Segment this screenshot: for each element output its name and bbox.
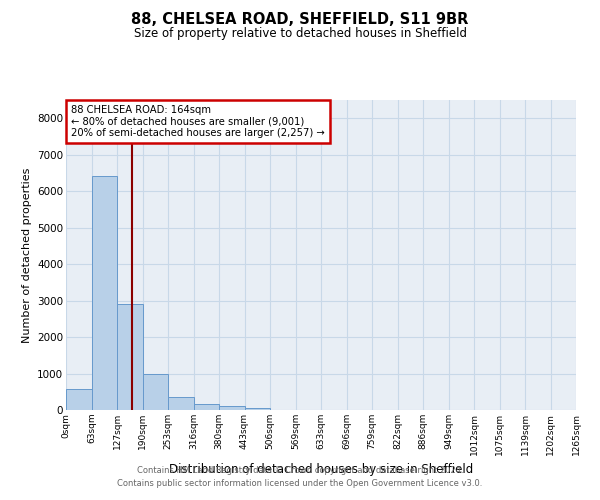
Text: Size of property relative to detached houses in Sheffield: Size of property relative to detached ho… (133, 28, 467, 40)
Bar (66, 389, 91, 410)
Bar (168, 396, 193, 410)
Text: 88 CHELSEA ROAD: 164sqm
← 80% of detached houses are smaller (9,001)
20% of semi: 88 CHELSEA ROAD: 164sqm ← 80% of detache… (71, 104, 325, 138)
X-axis label: Distribution of detached houses by size in Sheffield: Distribution of detached houses by size … (169, 463, 473, 476)
Y-axis label: Number of detached properties: Number of detached properties (22, 168, 32, 342)
Bar (245, 408, 270, 410)
Bar (91, 176, 117, 410)
Bar (219, 406, 245, 410)
Bar (143, 374, 168, 410)
Text: Contains HM Land Registry data © Crown copyright and database right 2024.
Contai: Contains HM Land Registry data © Crown c… (118, 466, 482, 487)
Text: 88, CHELSEA ROAD, SHEFFIELD, S11 9BR: 88, CHELSEA ROAD, SHEFFIELD, S11 9BR (131, 12, 469, 28)
Bar (117, 304, 143, 410)
Bar (193, 404, 219, 410)
